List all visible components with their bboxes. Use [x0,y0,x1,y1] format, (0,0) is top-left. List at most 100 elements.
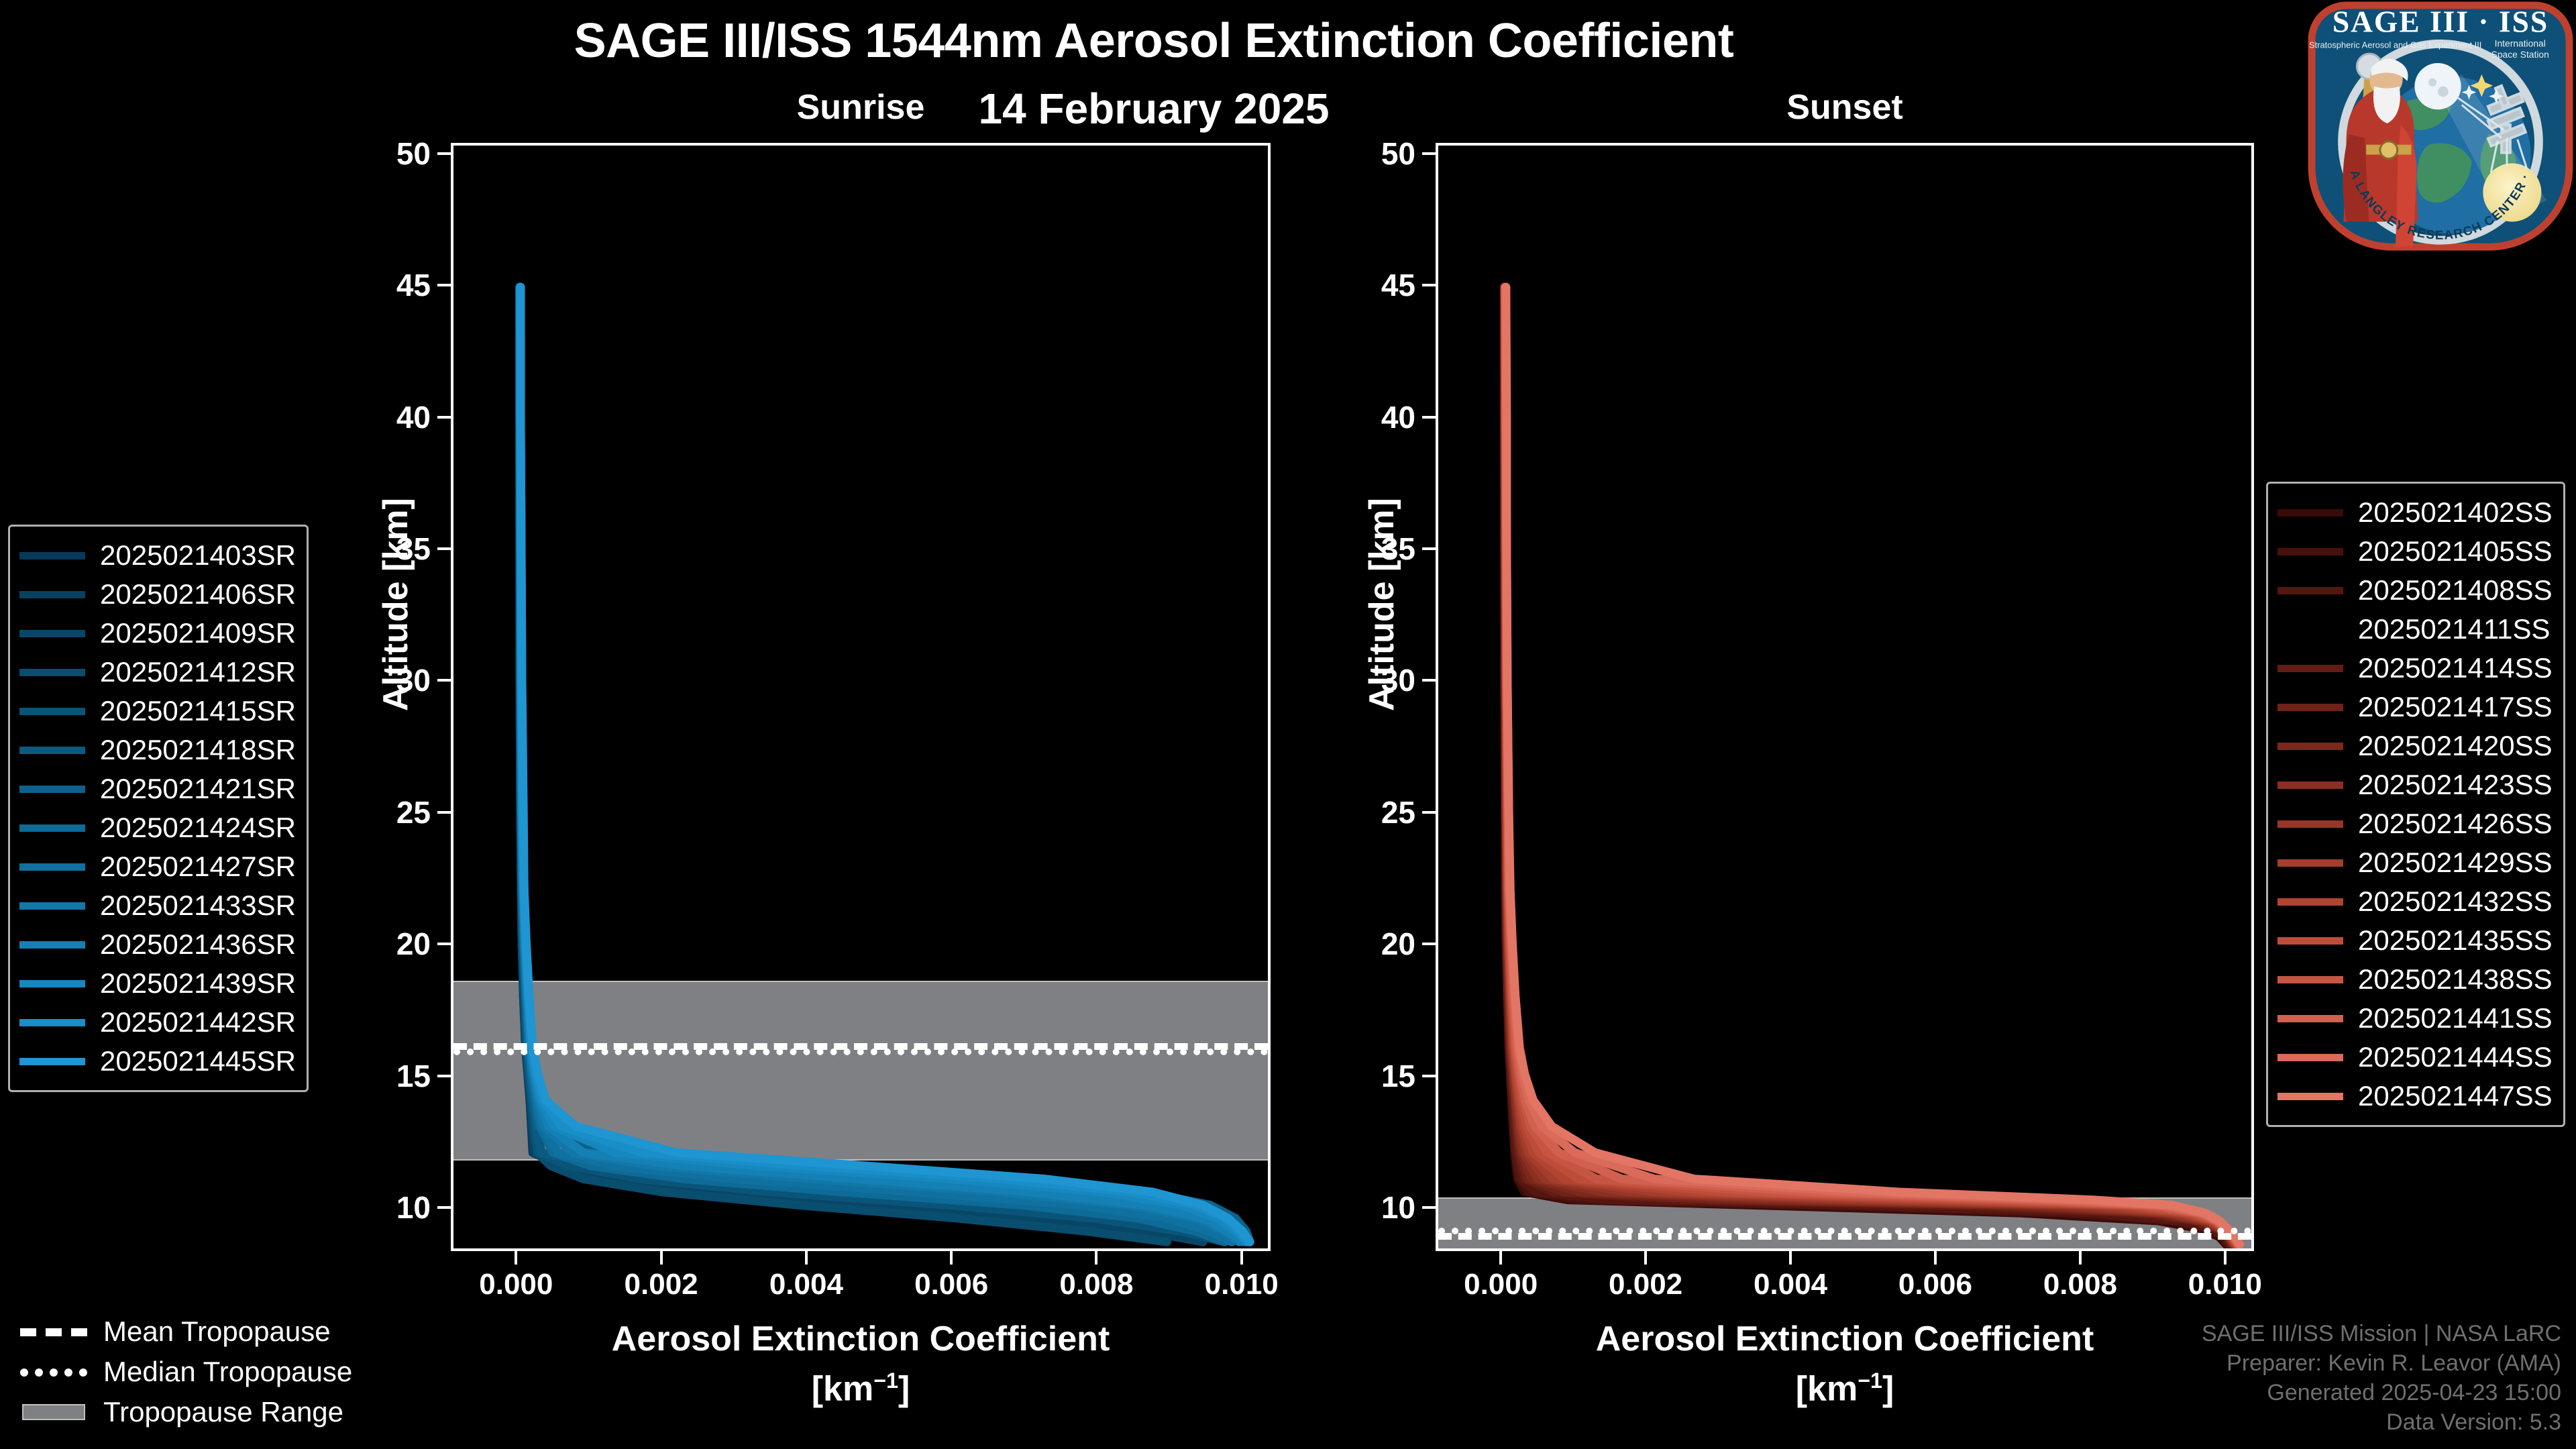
legend-label: 2025021409SR [100,617,296,649]
legend-tropopause: Mean Tropopause Median Tropopause Tropop… [20,1311,352,1432]
legend-color-swatch [2277,1014,2343,1022]
y-tick-label: 40 [1381,399,1415,435]
legend-item-2025021405ss[interactable]: 2025021405SS [2277,532,2553,571]
y-tick-mark [1422,152,1436,155]
legend-item-2025021439sr[interactable]: 2025021439SR [19,964,296,1003]
legend-item-2025021418sr[interactable]: 2025021418SR [19,731,296,769]
legend-item-2025021432ss[interactable]: 2025021432SS [2277,882,2553,921]
profile-line [516,282,1251,1246]
mean-tropopause-line-sunset [1438,1232,2251,1240]
y-tick-label: 30 [1381,663,1415,698]
legend-item-2025021445sr[interactable]: 2025021445SR [19,1042,296,1081]
legend-label: 2025021423SS [2358,769,2553,800]
profile-line [515,282,1229,1246]
x-tick-mark [2223,1251,2226,1265]
legend-item-2025021438ss[interactable]: 2025021438SS [2277,960,2553,999]
y-tick-label: 10 [1381,1190,1415,1226]
y-tick-mark [1422,547,1436,550]
legend-label: 2025021445SR [100,1045,296,1077]
profile-line [1500,282,2233,1248]
legend-item-2025021421sr[interactable]: 2025021421SR [19,769,296,808]
legend-item-2025021417ss[interactable]: 2025021417SS [2277,688,2553,727]
legend-label: 2025021426SS [2358,808,2553,839]
profile-line [515,282,1236,1246]
panel-title-sunrise: Sunrise [796,88,925,127]
legend-color-swatch [19,824,85,832]
legend-label: 2025021436SR [100,928,296,960]
legend-color-swatch [2277,859,2343,867]
legend-label: 2025021418SR [100,734,296,765]
legend-sunrise[interactable]: 2025021403SR 2025021406SR 2025021409SR 2025… [8,525,309,1092]
y-tick-label: 25 [1381,794,1415,830]
x-tick-label: 0.000 [479,1268,553,1301]
x-tick-mark [1095,1251,1098,1265]
legend-item-2025021426ss[interactable]: 2025021426SS [2277,804,2553,843]
legend-item-2025021436sr[interactable]: 2025021436SR [19,925,296,964]
filled-box-icon [20,1403,87,1421]
legend-item-2025021409sr[interactable]: 2025021409SR [19,614,296,653]
legend-label: 2025021432SS [2358,885,2553,917]
median-tropopause-line-sunset [1438,1227,2251,1234]
plot-area-sunset [1436,143,2254,1251]
logo-subtitle-right-1: International [2495,38,2546,48]
legend-color-swatch [2277,781,2343,789]
legend-item-2025021420ss[interactable]: 2025021420SS [2277,727,2553,765]
y-tick-mark [437,810,451,814]
page-title: SAGE III/ISS 1544nm Aerosol Extinction C… [574,14,1734,68]
profile-line [1500,282,2235,1248]
profile-line [515,282,1236,1246]
legend-item-mean-tropopause: Mean Tropopause [20,1311,352,1352]
legend-color-swatch [2277,820,2343,828]
y-tick-mark [437,1206,451,1210]
legend-item-2025021412sr[interactable]: 2025021412SR [19,653,296,692]
x-tick-mark [804,1251,808,1265]
y-tick-mark [1422,943,1436,946]
x-tick-label: 0.010 [2188,1268,2262,1301]
legend-sunset[interactable]: 2025021402SS 2025021405SS 2025021408SS 2025… [2266,482,2565,1127]
profile-line [1501,282,2240,1248]
legend-color-swatch [2277,626,2343,633]
legend-item-2025021403sr[interactable]: 2025021403SR [19,536,296,575]
legend-color-swatch [19,590,85,598]
legend-item-2025021402ss[interactable]: 2025021402SS [2277,493,2553,532]
legend-label: 2025021441SS [2358,1002,2553,1034]
x-tick-mark [515,1251,518,1265]
dashed-line-icon [20,1323,87,1340]
legend-item-2025021414ss[interactable]: 2025021414SS [2277,649,2553,688]
profile-line [1501,282,2244,1248]
legend-label: 2025021402SS [2358,496,2553,528]
legend-item-2025021442sr[interactable]: 2025021442SR [19,1003,296,1042]
legend-item-2025021433sr[interactable]: 2025021433SR [19,886,296,925]
legend-item-2025021423ss[interactable]: 2025021423SS [2277,765,2553,804]
legend-item-2025021447ss[interactable]: 2025021447SS [2277,1077,2553,1116]
legend-item-2025021406sr[interactable]: 2025021406SR [19,575,296,614]
legend-item-2025021441ss[interactable]: 2025021441SS [2277,999,2553,1038]
y-tick-label: 15 [1381,1058,1415,1093]
legend-color-swatch [19,668,85,676]
profile-line [515,282,1229,1246]
y-tick-mark [437,284,451,287]
legend-label: 2025021447SS [2358,1080,2553,1112]
legend-label-tropopause-range: Tropopause Range [103,1396,344,1428]
y-tick-label: 10 [396,1190,431,1226]
y-tick-label: 50 [1381,136,1415,171]
legend-item-2025021408ss[interactable]: 2025021408SS [2277,571,2553,610]
legend-color-swatch [2277,664,2343,672]
legend-item-2025021424sr[interactable]: 2025021424SR [19,808,296,847]
x-tick-label: 0.002 [1609,1268,1683,1301]
x-tick-mark [1499,1251,1503,1265]
legend-label: 2025021435SS [2358,924,2553,956]
logo-title: SAGE III · ISS [2332,5,2548,39]
legend-item-2025021435ss[interactable]: 2025021435SS [2277,921,2553,960]
profile-line [1500,282,2238,1248]
legend-item-2025021411ss[interactable]: 2025021411SS [2277,610,2553,649]
y-tick-mark [1422,284,1436,287]
legend-item-2025021444ss[interactable]: 2025021444SS [2277,1038,2553,1077]
y-tick-mark [1422,810,1436,814]
profile-line [516,282,1254,1246]
legend-item-2025021415sr[interactable]: 2025021415SR [19,692,296,731]
legend-item-2025021427sr[interactable]: 2025021427SR [19,847,296,886]
x-tick-label: 0.006 [914,1268,989,1301]
legend-color-swatch [2277,936,2343,945]
legend-item-2025021429ss[interactable]: 2025021429SS [2277,843,2553,882]
